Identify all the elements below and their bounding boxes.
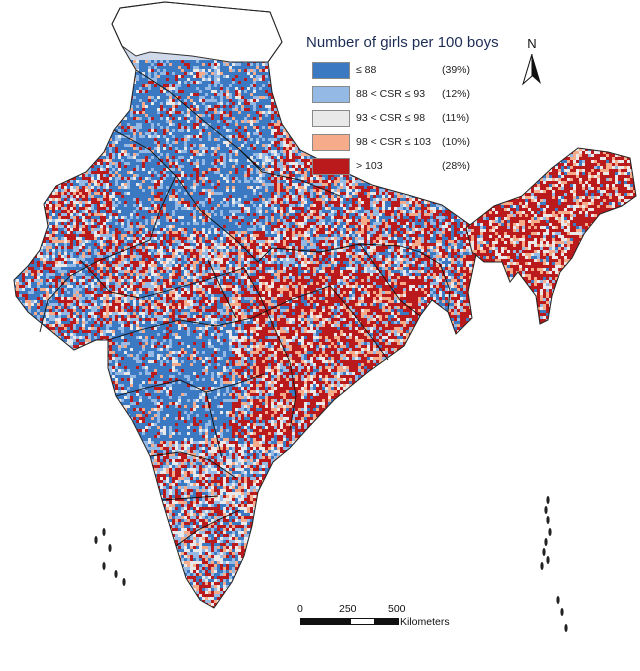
legend-item: 93 < CSR ≤ 98 (11%) [300,106,520,130]
north-arrow-icon [522,54,541,86]
north-label: N [520,36,544,51]
state-border [39,175,177,333]
state-border [175,509,241,547]
legend-label: > 103 [356,160,440,172]
legend-swatch [312,133,350,151]
scale-unit-label: Kilometers [400,616,450,628]
legend-percent: (28%) [442,160,470,172]
island [122,578,126,586]
state-border [107,285,331,341]
island [546,496,550,504]
legend-label: 93 < CSR ≤ 98 [356,112,440,124]
legend-item: ≤ 88 (39%) [300,58,520,82]
state-border [113,129,401,263]
north-arrow: N [520,36,544,88]
island [540,562,544,570]
legend-swatch [312,157,350,175]
scale-bar-graphic [300,618,399,625]
legend-swatch [312,109,350,127]
state-border [329,285,389,361]
legend-label: 98 < CSR ≤ 103 [356,136,440,148]
island [564,624,568,632]
state-border [149,451,237,479]
scale-tick-0: 0 [297,603,303,615]
state-border [205,391,223,459]
scale-tick-500: 500 [388,603,406,615]
island [102,528,106,536]
island [102,562,106,570]
legend-item: 98 < CSR ≤ 103 (10%) [300,130,520,154]
legend-percent: (12%) [442,88,470,100]
island [108,544,112,552]
state-border [243,267,297,431]
scale-bar: 0 250 500 Kilometers [296,603,486,633]
island [546,556,550,564]
mainland-outline [13,1,479,609]
state-border [115,373,265,397]
legend-title: Number of girls per 100 boys [306,34,520,51]
legend-item: 88 < CSR ≤ 93 (12%) [300,82,520,106]
legend-item: > 103 (28%) [300,154,520,178]
island [544,506,548,514]
legend-percent: (39%) [442,64,470,76]
legend-label: 88 < CSR ≤ 93 [356,88,440,100]
state-border [399,245,451,313]
island [542,548,546,556]
legend-swatch [312,85,350,103]
state-border [79,259,245,299]
island [548,528,552,536]
legend-percent: (10%) [442,136,470,148]
map-legend: Number of girls per 100 boys ≤ 88 (39%) … [300,34,520,178]
island-territories [94,496,568,632]
state-borders [39,69,451,547]
state-border [239,149,341,197]
scale-tick-250: 250 [339,603,357,615]
state-border [161,495,219,501]
island [544,538,548,546]
island [546,516,550,524]
island [556,596,560,604]
state-border [207,259,237,319]
legend-swatch [312,61,350,79]
state-border [135,69,263,171]
state-border [359,243,421,317]
legend-label: ≤ 88 [356,64,440,76]
legend-percent: (11%) [442,112,469,124]
northeast-outline [465,147,637,325]
island [114,570,118,578]
island [560,608,564,616]
island [94,536,98,544]
